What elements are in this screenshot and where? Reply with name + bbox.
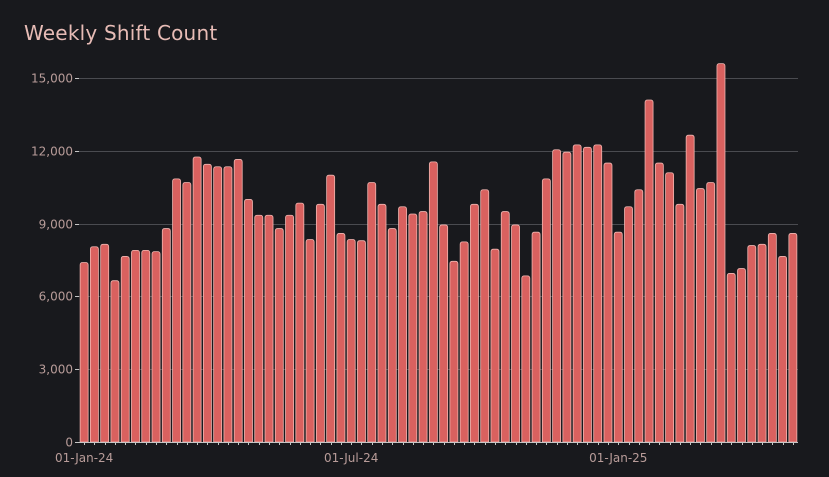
bar [182,182,192,443]
bar [500,211,510,443]
bar [675,203,685,443]
bar [541,178,551,443]
bar [572,144,582,443]
bar [521,275,531,443]
y-tick-label: 0 [65,436,73,450]
bar [593,144,603,443]
bar [120,256,130,443]
bar [141,249,151,443]
bar [439,224,449,443]
bar [223,166,233,443]
bar [716,63,726,443]
y-tick-label: 15,000 [31,72,73,86]
bar [90,246,99,443]
bar [552,149,562,443]
y-tick-label: 12,000 [31,145,73,159]
bar [161,228,171,443]
bar [357,240,366,443]
bar [470,203,479,443]
bar [788,233,798,443]
bar [285,214,294,443]
bar [737,268,746,443]
bar [428,161,438,443]
bar [213,166,223,443]
bar [305,239,315,443]
x-tick-label: 01-Jul-24 [324,451,378,465]
bar [449,260,459,443]
bar [747,245,757,443]
bar [408,213,418,443]
x-tick-label: 01-Jan-24 [55,451,113,465]
bar [480,189,490,443]
bar [706,182,716,443]
bar [387,228,397,443]
bar [583,146,592,443]
bar [490,248,500,443]
bar [459,241,469,443]
bar [192,156,202,443]
y-tick-label: 3,000 [39,363,73,377]
bar [100,243,110,443]
bar-layer [79,63,798,443]
x-tick-label: 01-Jan-25 [589,451,647,465]
bar [172,178,181,443]
bar [685,134,695,443]
bar [531,231,541,443]
bar [726,273,736,443]
bar [336,233,346,443]
bar [778,256,787,443]
bar [757,243,767,443]
bar [326,174,336,443]
bar [562,151,572,443]
bar [696,188,705,443]
bar [151,251,161,443]
bar [367,182,377,443]
y-tick-label: 9,000 [39,218,73,232]
bar [295,202,305,443]
bar [511,224,520,443]
bar [254,214,264,443]
bar [665,172,675,443]
bar [644,99,654,443]
bar [603,162,613,443]
bar [202,163,212,443]
bar [244,199,253,443]
bar [418,211,428,443]
bar [634,189,644,443]
bar [377,203,387,443]
bar [613,231,623,443]
bar [654,162,664,443]
bar [131,249,140,443]
bar [233,159,243,443]
chart-title: Weekly Shift Count [24,21,218,45]
bar [398,206,407,443]
y-tick-label: 6,000 [39,290,73,304]
bar [624,206,633,443]
axis-layer: 0 3,000 6,000 9,000 12,000 15,000 01-Jan-24 01-… [31,72,798,465]
bar [767,233,777,443]
bar [274,228,284,443]
bar [315,203,325,443]
bar [110,280,120,443]
bar [79,262,89,443]
bar [264,214,274,443]
bar [346,239,356,443]
